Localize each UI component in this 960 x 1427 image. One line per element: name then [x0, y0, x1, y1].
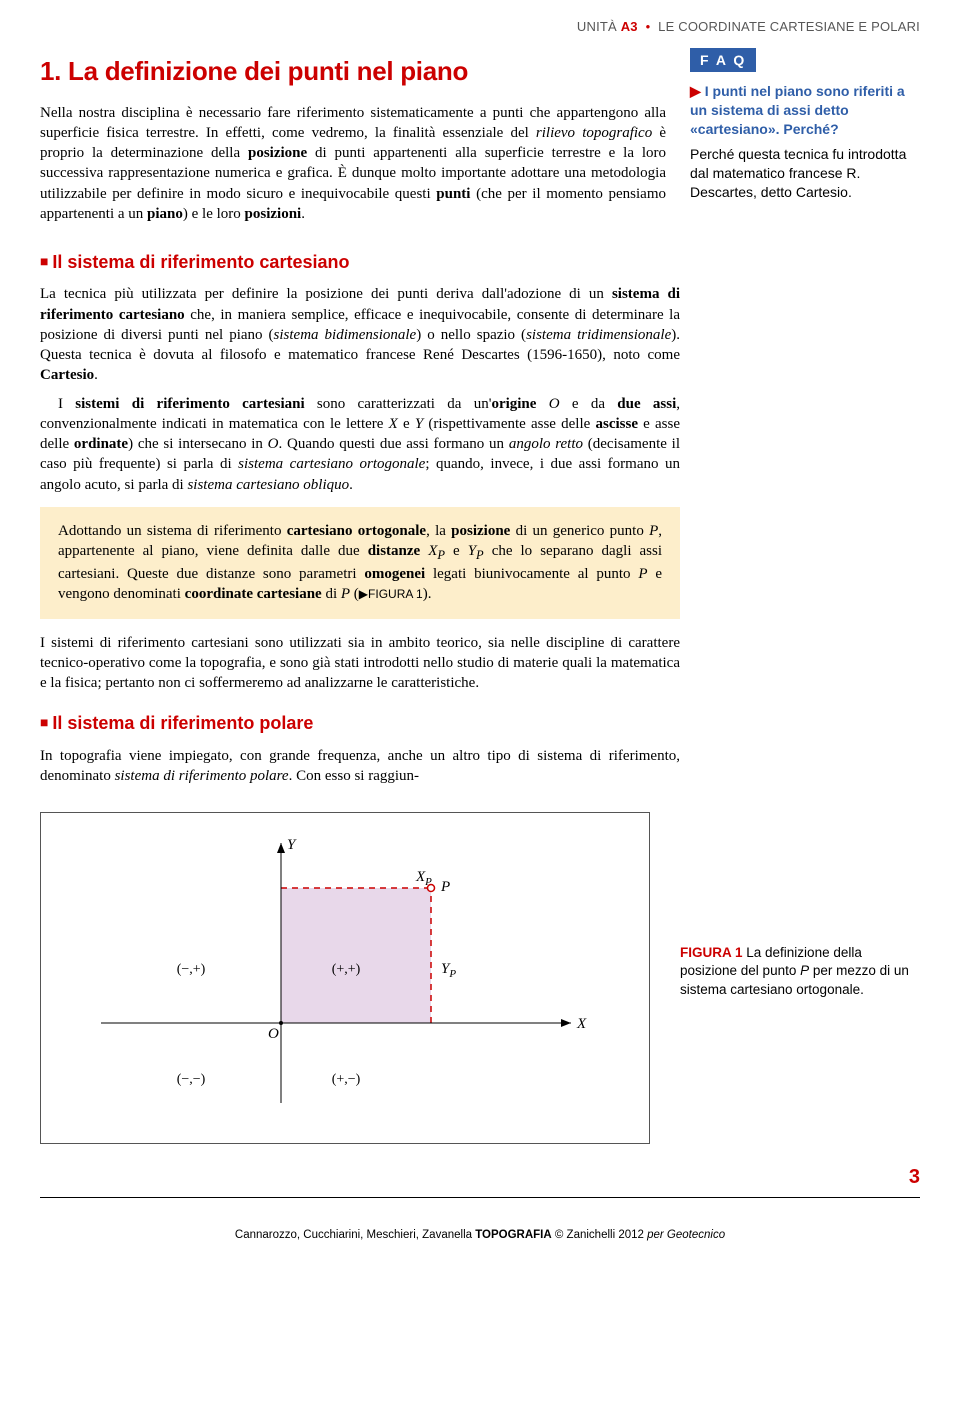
subheading-polare: Il sistema di riferimento polare	[40, 711, 680, 735]
separator-dot: •	[642, 19, 655, 34]
svg-text:Y: Y	[287, 837, 297, 853]
figure-1: Y X O P XP YP (+,+) (−,+) (−,−) (+,−)	[40, 812, 650, 1144]
sidebar: F A Q ▶I punti nel piano sono riferiti a…	[690, 42, 920, 233]
figure-caption: FIGURA 1 La definizione della posizione …	[680, 794, 920, 999]
footer: Cannarozzo, Cucchiarini, Meschieri, Zava…	[0, 1208, 960, 1254]
para-usage: I sistemi di riferimento cartesiani sono…	[40, 633, 680, 694]
title-number: 1.	[40, 56, 61, 86]
faq-question: ▶I punti nel piano sono riferiti a un si…	[690, 82, 920, 139]
svg-text:(+,−): (+,−)	[332, 1072, 361, 1087]
para-cartesiano-1: La tecnica più utilizzata per definire l…	[40, 284, 680, 385]
main-full: Il sistema di riferimento cartesiano La …	[40, 250, 680, 786]
unit-code: A3	[621, 19, 638, 34]
section-title: 1. La definizione dei punti nel piano	[40, 54, 666, 89]
svg-text:P: P	[440, 879, 450, 895]
svg-text:XP: XP	[415, 869, 432, 888]
title-text: La definizione dei punti nel piano	[68, 56, 468, 86]
definition-box: Adottando un sistema di riferimento cart…	[40, 507, 680, 619]
svg-text:X: X	[576, 1016, 587, 1032]
faq-badge: F A Q	[690, 48, 756, 73]
svg-text:O: O	[268, 1026, 279, 1042]
svg-text:(−,+): (−,+)	[177, 962, 206, 977]
footer-rule	[40, 1197, 920, 1198]
unit-header: UNITÀ A3 • LE COORDINATE CARTESIANE E PO…	[40, 10, 920, 42]
triangle-icon: ▶	[690, 83, 701, 99]
faq-answer: Perché questa tecnica fu introdotta dal …	[690, 145, 920, 202]
svg-text:(+,+): (+,+)	[332, 962, 361, 977]
main-column: 1. La definizione dei punti nel piano Ne…	[40, 42, 666, 233]
svg-text:YP: YP	[441, 961, 456, 980]
para-polare: In topografia viene impiegato, con grand…	[40, 746, 680, 787]
page-number: 3	[40, 1156, 920, 1193]
para-intro: Nella nostra disciplina è necessario far…	[40, 103, 666, 225]
svg-text:(−,−): (−,−)	[177, 1072, 206, 1087]
para-cartesiano-2: I sistemi di riferimento cartesiani sono…	[40, 394, 680, 495]
cartesian-diagram: Y X O P XP YP (+,+) (−,+) (−,−) (+,−)	[61, 823, 621, 1123]
unit-title: LE COORDINATE CARTESIANE E POLARI	[658, 19, 920, 34]
unit-label: UNITÀ	[577, 19, 617, 34]
subheading-cartesiano: Il sistema di riferimento cartesiano	[40, 250, 680, 274]
